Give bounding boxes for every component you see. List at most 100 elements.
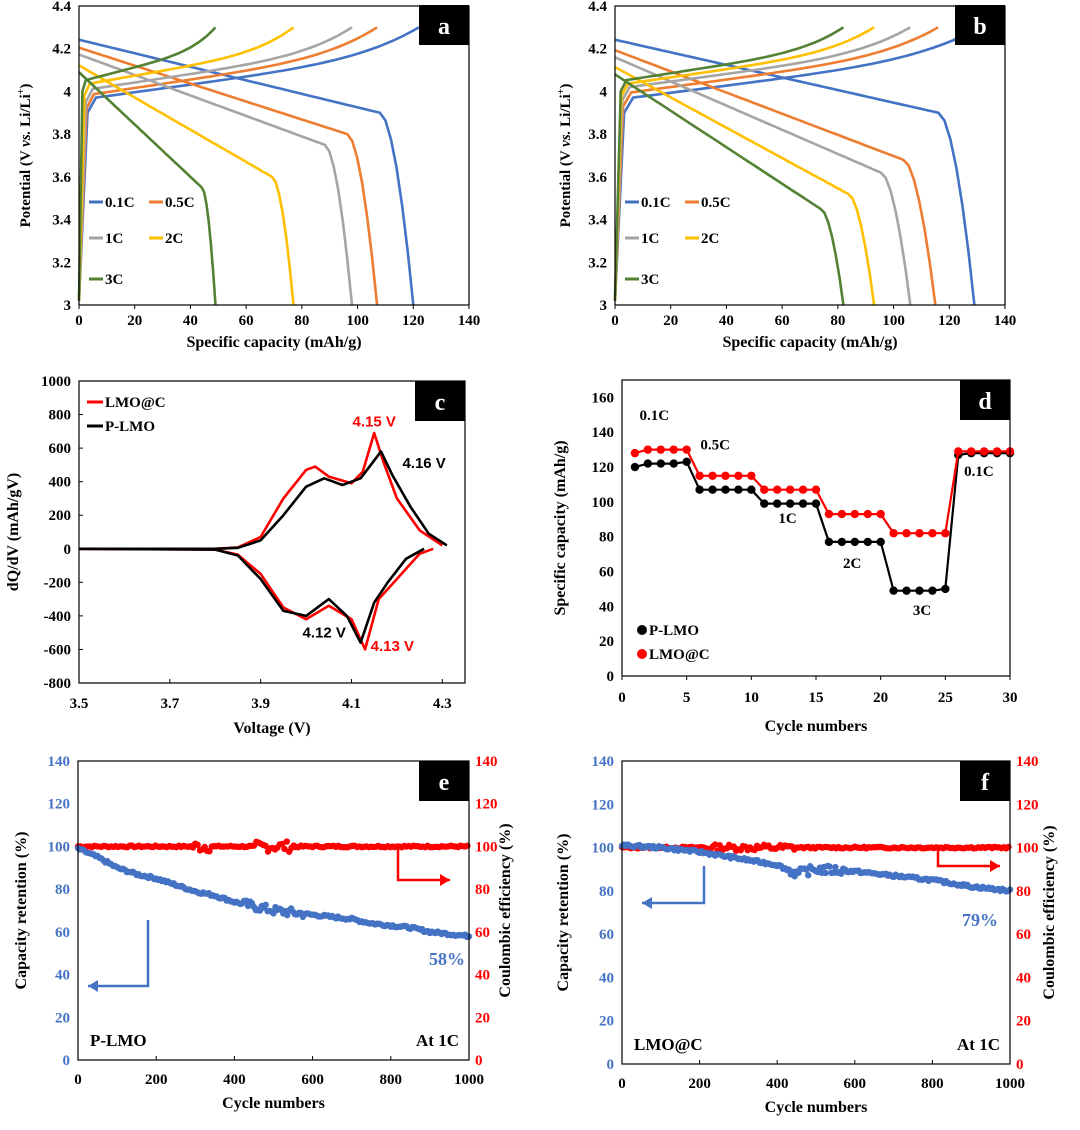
y-left-tick-label: 140 <box>592 754 615 770</box>
x-tick-label: 20 <box>127 313 142 329</box>
rate-annotation: 3C <box>913 603 931 619</box>
x-axis-label: Cycle numbers <box>765 718 868 735</box>
x-tick-label: 120 <box>402 313 425 329</box>
y-left-tick-label: 120 <box>592 797 615 813</box>
data-point <box>967 447 976 456</box>
y-tick-label: 3.2 <box>588 255 607 271</box>
discharge-curve-0.5C <box>78 46 379 306</box>
x-tick-label: 60 <box>775 313 790 329</box>
panel-label-box <box>955 5 1005 45</box>
x-tick-label: 200 <box>688 1076 711 1092</box>
y-left-tick-label: 60 <box>55 925 70 941</box>
legend-label: 0.5C <box>701 195 731 211</box>
data-point <box>798 499 808 508</box>
x-tick-label: 140 <box>458 313 481 329</box>
y-tick-label: 600 <box>49 441 72 457</box>
data-point <box>850 509 859 519</box>
data-point <box>695 471 704 480</box>
x-tick-label: 600 <box>301 1072 324 1088</box>
right-arrow-head <box>440 874 450 886</box>
plot-frame <box>78 5 470 306</box>
legend-label: 0.1C <box>105 195 135 211</box>
y-right-tick-label: 0 <box>475 1053 483 1069</box>
y-tick-label: 3.2 <box>52 255 71 271</box>
data-point <box>734 485 743 494</box>
plot-frame <box>77 760 470 1061</box>
y-left-tick-label: 40 <box>55 968 70 984</box>
x-tick-label: 800 <box>921 1076 944 1092</box>
charge-curve-0.1C <box>613 26 981 301</box>
y-tick-label: 4.2 <box>52 42 71 58</box>
data-point <box>889 529 898 538</box>
end-value-label: 58% <box>429 949 465 969</box>
charge-curve-1C <box>613 26 911 301</box>
x-tick-label: 20 <box>663 313 678 329</box>
y-tick-label: 3 <box>600 298 608 314</box>
y-tick-label: 4 <box>600 84 608 100</box>
peak-annotation: 4.12 V <box>303 625 346 642</box>
plot-frame <box>621 760 1011 1065</box>
y-left-tick-label: 0 <box>63 1053 71 1069</box>
data-point <box>941 584 950 594</box>
retention-point <box>838 870 845 877</box>
rate-label: At 1C <box>416 1031 459 1050</box>
y-left-tick-label: 0 <box>607 1057 615 1073</box>
x-axis-label: Cycle numbers <box>765 1099 868 1116</box>
data-point <box>747 471 756 480</box>
x-tick-label: 80 <box>294 313 309 329</box>
chart-panel-f: 0 200 400 600 800 1000 0 0 20 20 40 40 60 60 80 80 100 10… <box>540 750 1080 1130</box>
y-tick-label: 4.4 <box>52 0 71 15</box>
data-point <box>902 529 911 538</box>
y-tick-label: 3.6 <box>588 170 607 186</box>
data-point <box>979 447 989 456</box>
retention-point <box>826 863 833 870</box>
data-point <box>889 586 898 595</box>
data-point <box>669 459 678 468</box>
y-right-tick-label: 140 <box>475 754 498 770</box>
end-value-label: 79% <box>962 910 998 930</box>
charge-curve-LMO@C <box>79 431 444 551</box>
y-left-tick-label: 20 <box>599 1014 614 1030</box>
chart-panel-e: 0 200 400 600 800 1000 0 0 20 20 40 40 60 60 80 80 100 10… <box>0 750 540 1130</box>
charge-curve-0.5C <box>613 26 939 301</box>
data-point <box>863 509 872 519</box>
retention-point <box>832 863 839 871</box>
charge-curve-1C <box>77 26 353 301</box>
chart-panel-a: 0 20 40 60 80 100 120 140 3 3.2 3.4 3.6 3.8 4 4.2 4.4 0.… <box>0 0 540 375</box>
data-point <box>747 485 756 494</box>
x-tick-label: 0 <box>611 313 619 329</box>
y-tick-label: 800 <box>49 408 72 424</box>
y-tick-label: 3.4 <box>52 213 71 229</box>
y-tick-label: 4.2 <box>588 42 607 58</box>
x-tick-label: 3.9 <box>251 696 270 712</box>
panel-label-box <box>419 5 469 45</box>
x-tick-label: 1000 <box>454 1072 484 1088</box>
y-tick-label: 0 <box>64 542 72 558</box>
data-point <box>915 586 924 595</box>
chart-svg: 3.5 3.7 3.9 4.1 4.3 -800 -600 -400 -200 0 200 400 60… <box>5 375 466 737</box>
legend-marker <box>637 649 647 659</box>
x-axis-label: Specific capacity (mAh/g) <box>186 334 361 351</box>
rate-annotation: 1C <box>778 511 796 527</box>
data-point <box>992 447 1002 456</box>
legend-label: LMO@C <box>105 395 166 411</box>
y-tick-label: -400 <box>44 609 72 625</box>
right-axis-arrow <box>936 848 1000 868</box>
data-point <box>630 462 640 472</box>
y-tick-label: 3.4 <box>588 213 607 229</box>
y-tick-label: 60 <box>599 565 614 581</box>
data-point <box>643 459 653 468</box>
charge-curve-P-LMO <box>79 450 448 551</box>
charge-curve-0.1C <box>77 26 420 301</box>
y-right-tick-label: 40 <box>1016 970 1031 986</box>
data-point <box>773 485 782 494</box>
data-point <box>928 529 937 538</box>
ce-point <box>716 842 723 849</box>
data-point <box>708 485 717 494</box>
data-point <box>656 445 665 454</box>
discharge-curve-0.1C <box>78 38 415 306</box>
rate-annotation: 0.1C <box>964 464 994 480</box>
x-axis-label: Voltage (V) <box>233 720 310 737</box>
y-tick-label: 20 <box>599 634 614 650</box>
data-point <box>928 586 937 595</box>
